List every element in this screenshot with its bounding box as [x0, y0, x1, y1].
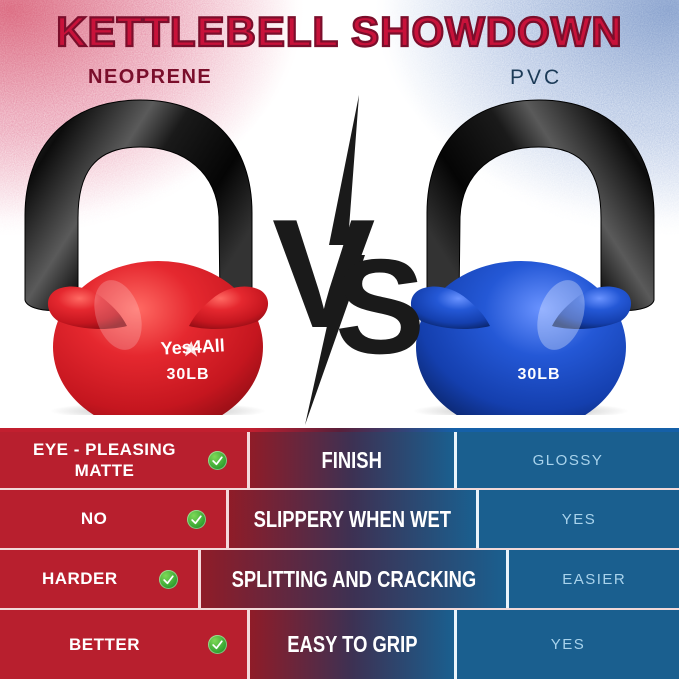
- svg-text:S: S: [335, 231, 425, 382]
- svg-text:30LB: 30LB: [517, 366, 560, 383]
- svg-text:30LB: 30LB: [166, 366, 209, 383]
